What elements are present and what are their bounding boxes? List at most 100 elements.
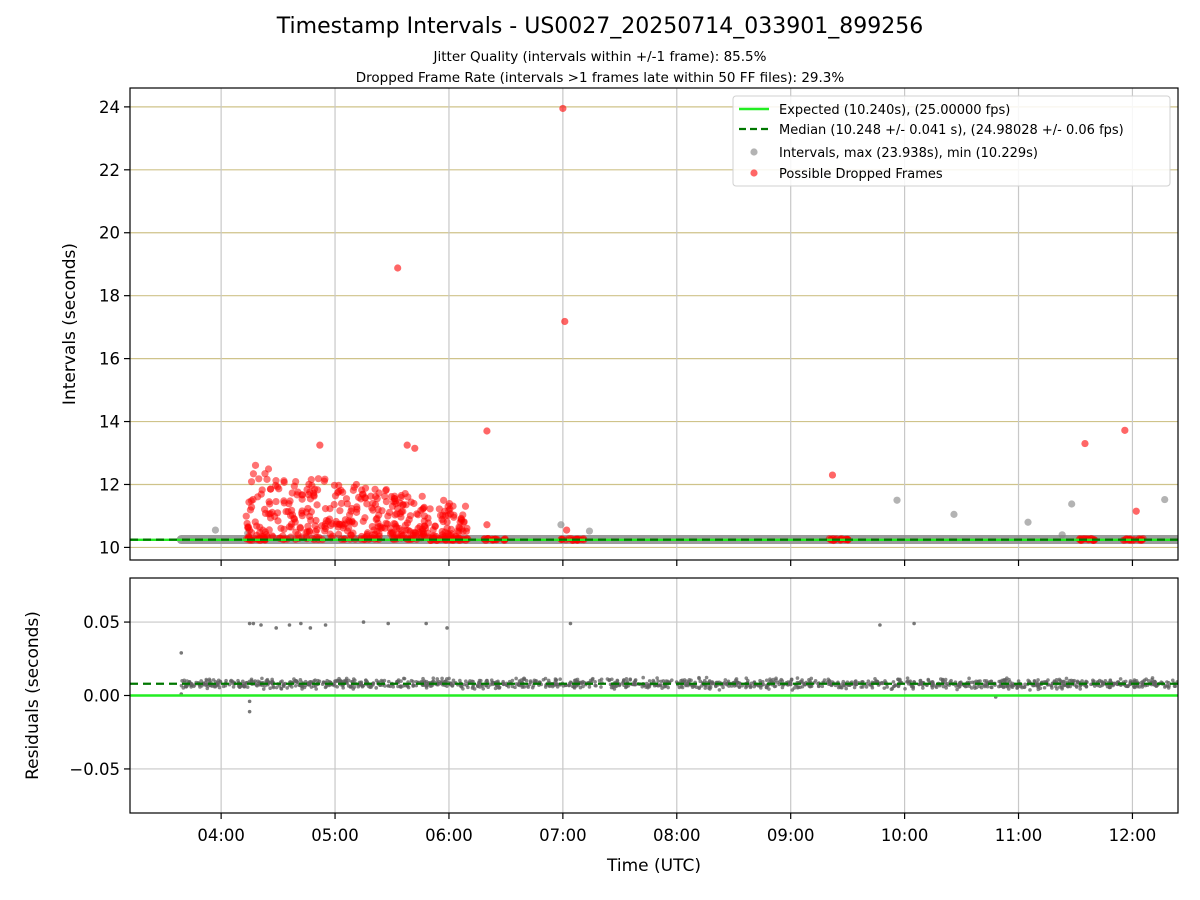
- residual-point: [553, 679, 558, 684]
- residual-point: [320, 682, 325, 686]
- residual-point: [309, 685, 314, 689]
- dropped-frame-point: [407, 498, 415, 506]
- dropped-frame-point: [424, 519, 432, 527]
- residual-point: [921, 686, 925, 690]
- residual-point: [687, 678, 692, 682]
- residual-point: [1067, 678, 1072, 683]
- dropped-frame-point: [285, 500, 293, 508]
- dropped-frame-point: [828, 471, 837, 479]
- dropped-frame-point: [343, 500, 351, 508]
- dropped-frame-point: [353, 505, 361, 513]
- residual-point: [1132, 685, 1137, 690]
- residual-point: [514, 676, 518, 681]
- residual-point: [826, 677, 831, 682]
- residual-point: [1028, 688, 1032, 692]
- residual-point: [424, 686, 429, 690]
- residual-point: [268, 686, 272, 691]
- residual-point: [744, 685, 748, 690]
- residual-point: [774, 678, 778, 682]
- dropped-frame-point: [355, 493, 363, 502]
- dropped-frame-point: [321, 520, 329, 528]
- residual-point: [471, 679, 475, 684]
- residual-point: [710, 681, 714, 685]
- residual-point: [1078, 687, 1083, 691]
- residual-point: [524, 678, 529, 683]
- dropped-frame-point: [288, 506, 296, 514]
- dropped-frame-point: [296, 523, 304, 531]
- dropped-frame-point: [363, 500, 371, 508]
- residual-point: [622, 678, 626, 682]
- residual-point: [1162, 685, 1167, 689]
- residual-point: [612, 687, 617, 691]
- residual-point: [903, 686, 907, 691]
- dropped-frame-point: [247, 478, 256, 486]
- residual-point: [247, 699, 252, 704]
- residual-point: [972, 684, 977, 688]
- residual-point: [218, 679, 223, 684]
- legend-intervals-label: Intervals, max (23.938s), min (10.229s): [779, 146, 1038, 161]
- residual-point: [558, 677, 562, 681]
- residual-point: [587, 685, 592, 689]
- residual-point: [1006, 687, 1011, 691]
- residuals-data: [130, 620, 1178, 714]
- residual-point: [215, 680, 220, 685]
- residual-point: [985, 684, 990, 689]
- residual-point: [314, 687, 318, 691]
- residual-point: [1153, 683, 1157, 687]
- dropped-frame-point: [251, 461, 260, 469]
- residual-point: [1036, 687, 1041, 692]
- dropped-frame-point: [375, 532, 383, 540]
- residual-point: [680, 685, 685, 690]
- residual-point: [918, 679, 923, 683]
- residual-point: [1036, 678, 1040, 682]
- x-tick-label: 12:00: [1109, 826, 1157, 845]
- dropped-frame-point: [302, 528, 310, 536]
- residual-point: [723, 678, 728, 682]
- dropped-frame-point: [261, 505, 269, 513]
- residual-point: [510, 678, 515, 683]
- dropped-frame-point: [349, 486, 357, 494]
- dropped-frame-point: [375, 489, 383, 497]
- residual-point: [1022, 685, 1027, 689]
- dropped-frame-point: [393, 504, 402, 513]
- residual-point: [530, 685, 535, 690]
- residual-point: [465, 683, 469, 688]
- dropped-frame-point: [303, 485, 311, 494]
- residual-point: [568, 621, 573, 626]
- dropped-frame-point: [337, 499, 346, 508]
- residual-point: [361, 620, 366, 624]
- dropped-frame-point: [314, 486, 322, 494]
- dropped-frame-point: [257, 490, 265, 498]
- residual-point: [1108, 678, 1113, 682]
- residual-point: [270, 677, 274, 682]
- dropped-frame-point: [394, 264, 402, 272]
- interval-point: [585, 527, 594, 535]
- residual-point: [816, 684, 821, 689]
- residual-point: [641, 675, 645, 680]
- residual-point: [852, 685, 857, 690]
- dropped-frame-point: [313, 501, 321, 509]
- y-tick-label: 22: [99, 161, 120, 180]
- residual-point: [541, 677, 546, 682]
- residual-point: [882, 686, 887, 690]
- dropped-frame-point: [368, 504, 376, 512]
- dropped-frame-point: [445, 506, 453, 515]
- interval-point: [1068, 500, 1076, 508]
- residual-point: [979, 685, 984, 690]
- residual-point: [251, 621, 256, 626]
- y-tick-label: 0.05: [83, 613, 120, 632]
- dropped-frame-point: [287, 523, 295, 531]
- residual-point: [243, 681, 247, 686]
- residual-point: [368, 685, 372, 690]
- dropped-frame-point: [273, 509, 282, 517]
- residual-point: [789, 679, 793, 684]
- residual-point: [411, 679, 415, 684]
- residual-point: [578, 685, 583, 690]
- residual-point: [870, 685, 875, 690]
- residual-point: [798, 685, 802, 690]
- residual-point: [437, 681, 442, 686]
- residual-point: [293, 683, 298, 688]
- dropped-frame-point: [1081, 439, 1089, 448]
- residual-point: [1152, 679, 1157, 684]
- residual-point: [1042, 685, 1047, 690]
